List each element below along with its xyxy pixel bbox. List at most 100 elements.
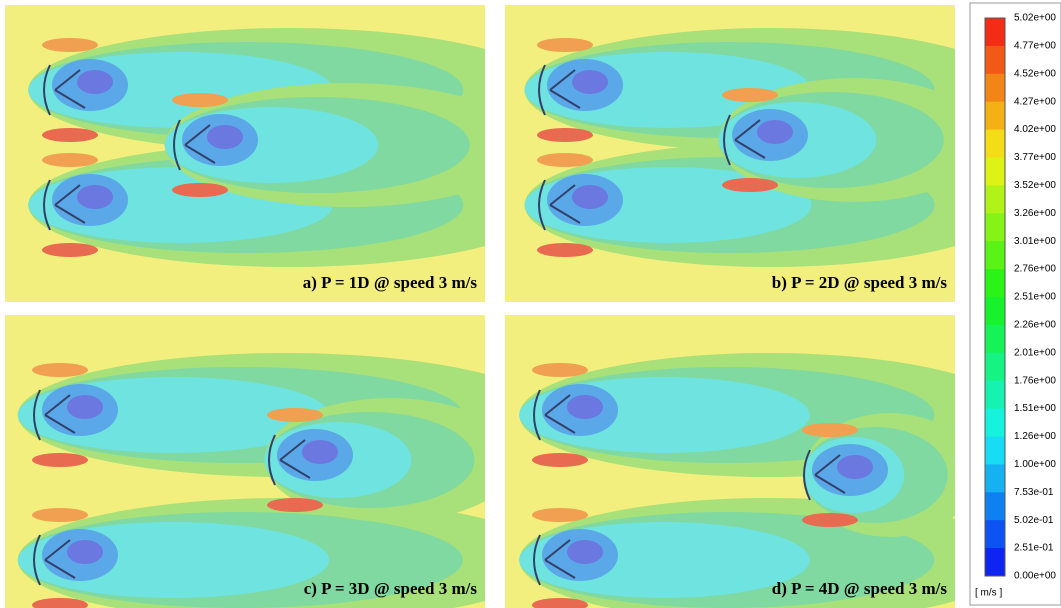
panel-caption: d) P = 4D @ speed 3 m/s bbox=[772, 579, 948, 598]
legend-label: 3.26e+00 bbox=[1014, 208, 1056, 219]
legend-label: 5.02e-01 bbox=[1014, 515, 1054, 526]
legend-swatch bbox=[985, 436, 1005, 465]
panel-caption: c) P = 3D @ speed 3 m/s bbox=[304, 579, 478, 598]
legend-label: 2.51e-01 bbox=[1014, 543, 1054, 554]
tip-high-bottom bbox=[537, 243, 593, 257]
rotor-blade bbox=[33, 389, 76, 441]
tip-high-top bbox=[32, 363, 88, 377]
tip-high-bottom bbox=[42, 128, 98, 142]
panel-caption: b) P = 2D @ speed 3 m/s bbox=[772, 273, 948, 292]
rotor-blade bbox=[538, 179, 581, 231]
wake-center bbox=[207, 125, 243, 149]
legend-label: 5.02e+00 bbox=[1014, 13, 1056, 24]
tip-high-bottom bbox=[722, 178, 778, 192]
legend-swatch bbox=[985, 492, 1005, 521]
legend-label: 2.76e+00 bbox=[1014, 264, 1056, 275]
legend-swatch bbox=[985, 101, 1005, 131]
legend-label: 2.01e+00 bbox=[1014, 347, 1056, 358]
tip-high-top bbox=[172, 93, 228, 107]
wake-center bbox=[757, 120, 793, 144]
tip-high-bottom bbox=[32, 598, 88, 608]
legend-swatch bbox=[985, 408, 1005, 437]
panel-caption: a) P = 1D @ speed 3 m/s bbox=[303, 273, 478, 292]
rotor-blade bbox=[533, 389, 576, 441]
legend-swatch bbox=[985, 213, 1005, 242]
wake-center bbox=[67, 395, 103, 419]
legend-label: 3.77e+00 bbox=[1014, 152, 1056, 163]
legend-label: 3.01e+00 bbox=[1014, 236, 1056, 247]
wake-center bbox=[572, 70, 608, 94]
contour-panel bbox=[5, 5, 485, 302]
tip-high-bottom bbox=[32, 453, 88, 467]
legend-swatch bbox=[985, 269, 1005, 298]
tip-high-bottom bbox=[267, 498, 323, 512]
contour-panel bbox=[5, 315, 485, 608]
tip-high-top bbox=[537, 153, 593, 167]
rotor-blade bbox=[173, 119, 216, 171]
legend-label: 1.76e+00 bbox=[1014, 375, 1056, 386]
legend-label: 1.00e+00 bbox=[1014, 459, 1056, 470]
tip-high-top bbox=[267, 408, 323, 422]
tip-high-top bbox=[537, 38, 593, 52]
legend-swatch bbox=[985, 548, 1005, 577]
tip-high-bottom bbox=[42, 243, 98, 257]
tip-high-top bbox=[42, 153, 98, 167]
tip-high-top bbox=[42, 38, 98, 52]
legend-swatch bbox=[985, 380, 1005, 410]
legend-swatch bbox=[985, 352, 1005, 382]
legend-swatch bbox=[985, 185, 1005, 214]
legend-label: 2.51e+00 bbox=[1014, 292, 1056, 303]
tip-high-top bbox=[532, 363, 588, 377]
legend-swatch bbox=[985, 520, 1005, 549]
wake-center bbox=[77, 70, 113, 94]
legend-swatch bbox=[985, 18, 1005, 47]
tip-high-bottom bbox=[532, 598, 588, 608]
legend-label: 2.26e+00 bbox=[1014, 320, 1056, 331]
rotor-blade bbox=[33, 534, 76, 586]
tip-high-top bbox=[32, 508, 88, 522]
rotor-blade bbox=[533, 534, 576, 586]
wake-center bbox=[302, 440, 338, 464]
contour-panel bbox=[505, 315, 955, 608]
legend-swatch bbox=[985, 157, 1005, 186]
legend-bar-frame bbox=[984, 17, 1006, 577]
rotor-blade bbox=[268, 434, 311, 486]
rotor-blade bbox=[723, 114, 766, 166]
wake-center bbox=[572, 185, 608, 209]
rotor-blade bbox=[43, 64, 86, 116]
legend-unit: [ m/s ] bbox=[975, 588, 1002, 599]
legend-swatch bbox=[985, 241, 1005, 270]
legend-label: 4.52e+00 bbox=[1014, 68, 1056, 79]
legend-label: 3.52e+00 bbox=[1014, 180, 1056, 191]
contour-panel bbox=[505, 5, 955, 302]
tip-high-top bbox=[532, 508, 588, 522]
rotor-blade bbox=[43, 179, 86, 231]
legend-label: 7.53e-01 bbox=[1014, 487, 1054, 498]
legend-label: 4.27e+00 bbox=[1014, 96, 1056, 107]
rotor-blade bbox=[538, 64, 581, 116]
wake-center bbox=[567, 395, 603, 419]
tip-high-bottom bbox=[172, 183, 228, 197]
legend-swatch bbox=[985, 324, 1005, 354]
wake-center bbox=[67, 540, 103, 564]
rotor-blade bbox=[803, 449, 846, 501]
tip-high-top bbox=[802, 423, 858, 437]
legend-label: 4.77e+00 bbox=[1014, 41, 1056, 52]
legend-swatch bbox=[985, 45, 1005, 75]
tip-high-bottom bbox=[802, 513, 858, 527]
wake-center bbox=[567, 540, 603, 564]
tip-high-top bbox=[722, 88, 778, 102]
legend-label: 1.26e+00 bbox=[1014, 431, 1056, 442]
legend-swatch bbox=[985, 297, 1005, 326]
legend-swatch bbox=[985, 464, 1005, 493]
legend-label: 4.02e+00 bbox=[1014, 124, 1056, 135]
tip-high-bottom bbox=[537, 128, 593, 142]
wake-center bbox=[77, 185, 113, 209]
tip-high-bottom bbox=[532, 453, 588, 467]
legend-label: 1.51e+00 bbox=[1014, 403, 1056, 414]
legend-swatch bbox=[985, 129, 1005, 158]
legend-label: 0.00e+00 bbox=[1014, 571, 1056, 582]
wake-center bbox=[837, 455, 873, 479]
legend-swatch bbox=[985, 73, 1005, 103]
